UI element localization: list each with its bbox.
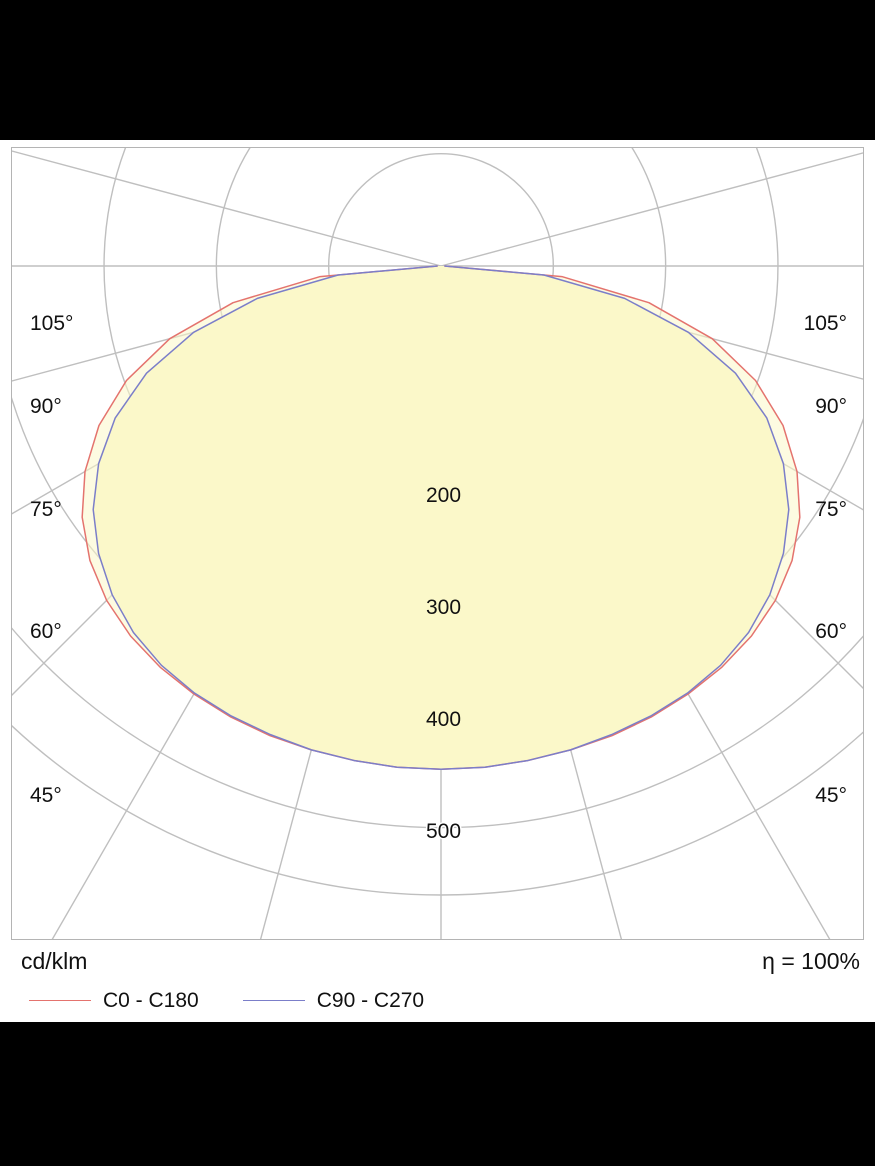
angle-label-right-90: 90° [815, 395, 847, 418]
legend-item-c0-c180[interactable]: C0 - C180 [29, 990, 199, 1011]
angle-label-right-105: 105° [803, 312, 847, 335]
angle-label-left-45: 45° [30, 784, 62, 807]
angle-label-right-60: 60° [815, 620, 847, 643]
angle-label-left-90: 90° [30, 395, 62, 418]
angle-label-right-75: 75° [815, 498, 847, 521]
legend-label-c0-c180: C0 - C180 [103, 988, 199, 1012]
distribution-curves [81, 265, 801, 770]
top-letterbox-band [0, 0, 875, 140]
angle-label-left-75: 75° [30, 498, 62, 521]
polar-chart-svg [12, 148, 863, 939]
legend-item-c90-c270[interactable]: C90 - C270 [242, 988, 425, 1012]
angle-label-right-45: 45° [815, 784, 847, 807]
chart-caption-row: cd/klm η = 100% [11, 948, 864, 982]
angle-label-left-60: 60° [30, 620, 62, 643]
distribution-fill [82, 266, 800, 770]
chart-card: 105° 90° 75° 60° 45° 30° 105° 90° 75° 60… [0, 140, 875, 1022]
bottom-letterbox-band [0, 1022, 875, 1166]
radial-label-500: 500 [426, 820, 462, 843]
radial-label-300: 300 [426, 596, 462, 619]
legend-label-c90-c270: C90 - C270 [316, 988, 425, 1012]
angle-label-left-105: 105° [30, 312, 74, 335]
chart-legend: C0 - C180 C90 - C270 [11, 985, 864, 1015]
radial-label-400: 400 [426, 708, 462, 731]
polar-plot-frame: 105° 90° 75° 60° 45° 30° 105° 90° 75° 60… [11, 147, 864, 940]
legend-swatch-c0-c180 [29, 999, 91, 1001]
efficiency-label: η = 100% [762, 948, 860, 974]
legend-swatch-c90-c270 [242, 999, 305, 1001]
unit-label: cd/klm [21, 948, 88, 974]
radial-label-200: 200 [426, 484, 462, 507]
